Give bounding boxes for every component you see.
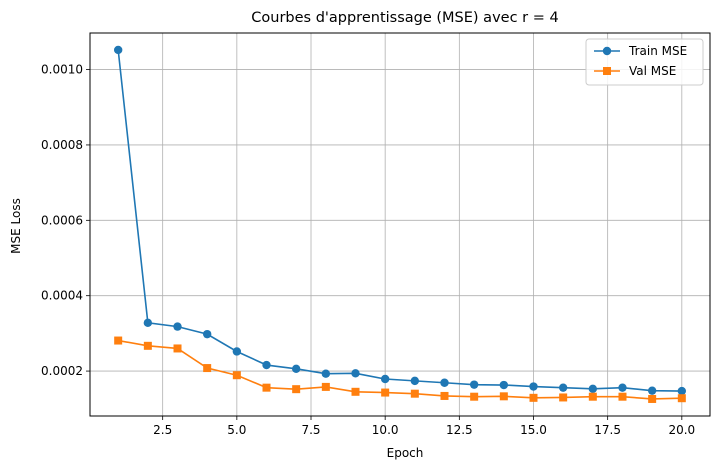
data-point (292, 385, 301, 394)
data-point (618, 383, 627, 392)
data-point (113, 45, 123, 55)
data-point (321, 369, 331, 378)
data-point (558, 383, 568, 392)
data-point (499, 392, 508, 401)
data-point (143, 341, 152, 350)
data-point (351, 369, 360, 378)
data-point (440, 391, 449, 400)
y-axis: 0.0002 0.0004 0.0006 0.0008 0.0010 (41, 63, 90, 378)
data-point (173, 322, 182, 331)
data-point (499, 380, 509, 390)
x-tick-label: 15.0 (520, 423, 547, 437)
series-train-mse (113, 45, 687, 396)
series-val-mse (114, 336, 686, 403)
data-point (173, 344, 182, 353)
x-tick-label: 17.5 (594, 423, 621, 437)
legend-marker (602, 46, 612, 56)
grid-lines (90, 33, 710, 416)
chart-title: Courbes d'apprentissage (MSE) avec r = 4 (251, 10, 558, 26)
data-point (202, 329, 212, 339)
x-axis: 2.5 5.0 7.5 10.0 12.5 15.0 17.5 20.0 (153, 416, 695, 437)
data-point (588, 384, 598, 393)
legend-item: Val MSE (594, 64, 676, 78)
data-point (677, 394, 686, 403)
data-point (232, 371, 241, 380)
data-point (618, 392, 627, 401)
legend: Train MSE Val MSE (585, 38, 704, 86)
x-tick-label: 5.0 (227, 423, 246, 437)
x-tick-label: 7.5 (301, 423, 320, 437)
data-point (588, 392, 597, 401)
data-point (321, 382, 330, 391)
data-point (410, 376, 420, 386)
data-point (648, 394, 657, 403)
data-point (262, 383, 271, 392)
x-tick-label: 2.5 (153, 423, 172, 437)
data-point (677, 386, 687, 396)
y-tick-label: 0.0002 (41, 364, 83, 378)
y-tick-label: 0.0006 (41, 213, 83, 227)
data-point (114, 336, 123, 345)
x-axis-label: Epoch (387, 446, 424, 460)
data-point (470, 392, 479, 401)
data-point (291, 364, 301, 374)
data-point (380, 374, 390, 384)
data-point (529, 393, 538, 402)
legend-label: Val MSE (629, 64, 676, 78)
y-axis-label: MSE Loss (9, 198, 23, 254)
data-point (262, 360, 271, 370)
series-line (118, 339, 682, 400)
x-tick-label: 20.0 (668, 423, 695, 437)
data-point (440, 378, 449, 387)
data-point (351, 387, 360, 396)
data-point (143, 318, 153, 328)
plot-frame (89, 32, 711, 417)
data-point (232, 347, 242, 356)
legend-marker (603, 67, 611, 75)
data-point (647, 386, 657, 395)
series-line (117, 49, 682, 392)
legend-item: Train MSE (594, 44, 687, 58)
y-tick-label: 0.0008 (41, 138, 83, 152)
data-point (381, 388, 390, 397)
data-point (529, 382, 538, 391)
data-point (410, 389, 419, 398)
x-tick-label: 12.5 (446, 423, 473, 437)
data-point (469, 380, 479, 389)
legend-label: Train MSE (628, 44, 687, 58)
series-layer (113, 45, 687, 403)
data-point (203, 364, 212, 373)
y-tick-label: 0.0004 (41, 289, 83, 303)
y-tick-label: 0.0010 (41, 63, 83, 77)
data-point (559, 393, 568, 402)
x-tick-label: 10.0 (372, 423, 399, 437)
